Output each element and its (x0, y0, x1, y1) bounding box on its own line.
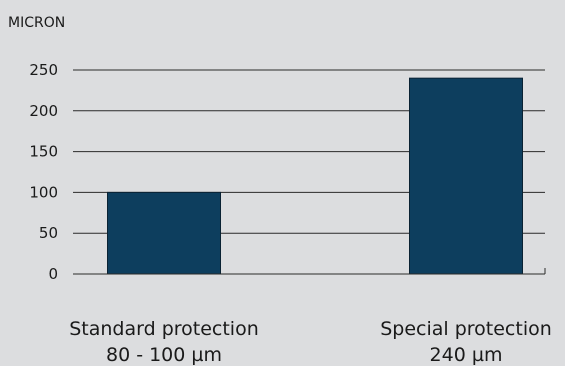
y-tick-label: 150 (29, 143, 58, 161)
y-tick-label: 200 (29, 102, 58, 120)
y-tick-label: 0 (48, 265, 58, 283)
bar (409, 77, 523, 275)
y-axis-label: MICRON (8, 15, 65, 31)
y-tick-label: 50 (39, 224, 58, 242)
x-category-label: Standard protection (69, 318, 259, 340)
x-category-labels: Standard protection 80 - 100 µm Special pr… (69, 318, 552, 366)
y-tick-label: 100 (29, 183, 58, 201)
y-tick-label: 250 (29, 61, 58, 79)
bar (107, 191, 221, 275)
x-category-sublabel: 80 - 100 µm (106, 344, 222, 366)
x-category-label: Special protection (380, 318, 552, 340)
x-category-sublabel: 240 µm (430, 344, 503, 366)
bars (107, 77, 523, 275)
y-tick-labels: 0 50 100 150 200 250 (29, 61, 58, 283)
